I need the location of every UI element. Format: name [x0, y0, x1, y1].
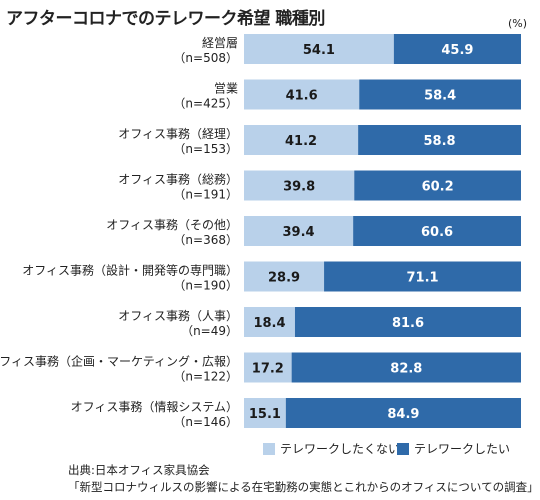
data-label: 54.1 — [303, 43, 335, 58]
category-label: オフィス事務（その他） — [106, 218, 238, 232]
bar-segment — [244, 170, 355, 201]
category-n-label: （n=190） — [173, 279, 238, 293]
data-label: 41.6 — [286, 89, 318, 104]
bar-segment — [244, 261, 325, 292]
data-label: 39.4 — [283, 225, 315, 240]
legend-swatch-no — [263, 442, 275, 455]
data-label: 15.1 — [249, 407, 281, 422]
data-label: 39.8 — [283, 180, 315, 195]
category-n-label: （n=425） — [173, 97, 238, 111]
bar-segment — [244, 352, 292, 383]
bar-chart: 経営層（n=508） 54.1 45.9 営業（n=425） 41.6 58.4 オフィス事… — [0, 34, 521, 429]
data-label: 18.4 — [253, 316, 285, 331]
bar-segment — [291, 352, 521, 383]
legend-label-no: テレワークしたくない — [280, 442, 401, 456]
legend-item-no: テレワークしたくない — [263, 440, 400, 457]
category-label: オフィス事務（経理） — [118, 127, 238, 141]
data-label: 41.2 — [285, 134, 317, 149]
category-label: オフィス事務（情報システム） — [71, 400, 238, 414]
data-label: 60.2 — [422, 180, 454, 195]
bar-segment — [244, 34, 394, 64]
category-label: オフィス事務（企画・マーケティング・広報） — [0, 354, 238, 369]
data-label: 82.8 — [390, 362, 422, 377]
category-n-label: （n=368） — [173, 233, 238, 247]
category-n-label: （n=122） — [173, 370, 238, 384]
data-label: 81.6 — [392, 316, 424, 331]
category-n-label: （n=49） — [181, 324, 238, 338]
category-n-label: （n=508） — [173, 51, 238, 65]
bar-segment — [294, 307, 521, 337]
bar-segment — [324, 261, 521, 292]
category-n-label: （n=153） — [173, 142, 238, 156]
data-label: 17.2 — [252, 362, 284, 377]
chart-title: アフターコロナでのテレワーク希望 職種別 — [6, 9, 325, 29]
legend-item-yes: テレワークしたい — [397, 440, 510, 457]
bar-segment — [244, 79, 360, 110]
category-label: オフィス事務（総務） — [118, 173, 238, 187]
source-note: 出典:日本オフィス家具協会 「新型コロナウィルスの影響による在宅勤務の実態とこれ… — [68, 462, 539, 496]
legend-label-yes: テレワークしたい — [414, 442, 511, 456]
source-line-2: 「新型コロナウィルスの影響による在宅勤務の実態とこれからのオフィスについての調査… — [68, 480, 539, 494]
data-label: 71.1 — [406, 271, 438, 286]
bar-segment — [285, 398, 521, 428]
data-label: 45.9 — [441, 43, 473, 58]
bar-segment — [353, 216, 521, 246]
category-label: 経営層 — [202, 36, 238, 50]
data-label: 58.8 — [424, 134, 456, 149]
bar-segment — [244, 216, 354, 246]
unit-label: (%) — [508, 17, 528, 30]
bar-segment — [359, 79, 521, 110]
data-label: 84.9 — [387, 407, 419, 422]
bar-segment — [244, 398, 286, 428]
bar-segment — [358, 125, 521, 155]
data-label: 60.6 — [421, 225, 453, 240]
legend-swatch-yes — [397, 442, 409, 455]
data-label: 58.4 — [424, 89, 456, 104]
bar-segment — [393, 34, 521, 64]
bar-segment — [244, 307, 295, 337]
data-label: 28.9 — [268, 271, 300, 286]
category-label: オフィス事務（人事） — [118, 309, 238, 323]
category-label: オフィス事務（設計・開発等の専門職） — [22, 263, 238, 278]
category-n-label: （n=191） — [173, 188, 238, 202]
source-line-1: 出典:日本オフィス家具協会 — [68, 463, 210, 477]
category-label: 営業 — [214, 82, 238, 96]
bar-segment — [354, 170, 521, 201]
bar-segment — [244, 125, 359, 155]
category-n-label: （n=146） — [173, 415, 238, 429]
